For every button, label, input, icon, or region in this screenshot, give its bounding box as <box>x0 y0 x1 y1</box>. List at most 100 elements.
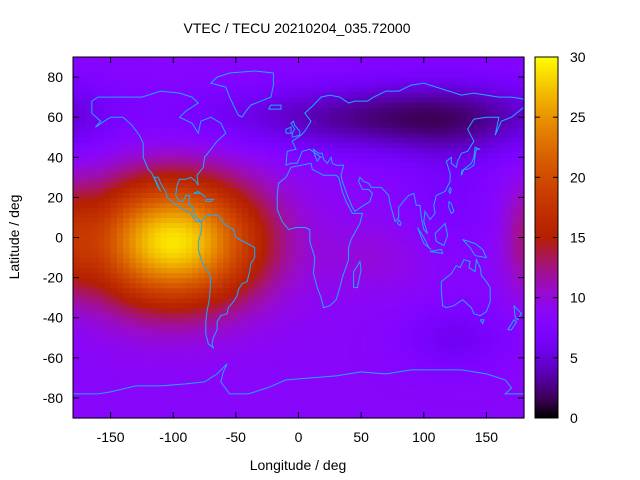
heat-cell <box>423 412 431 419</box>
heat-cell <box>411 397 419 404</box>
heat-cell <box>373 192 381 198</box>
heat-cell <box>229 72 237 78</box>
heat-cell <box>173 117 181 123</box>
heat-cell <box>129 327 137 334</box>
heat-cell <box>166 302 174 309</box>
heat-cell <box>198 157 206 163</box>
heat-cell <box>85 337 93 344</box>
heat-cell <box>505 377 513 384</box>
heat-cell <box>235 107 243 113</box>
heat-cell <box>185 62 193 68</box>
heat-cell <box>73 247 80 254</box>
heat-cell <box>486 187 494 193</box>
heat-cell <box>304 282 312 289</box>
heat-cell <box>467 367 475 374</box>
heat-cell <box>492 192 500 198</box>
heat-cell <box>323 202 331 209</box>
heat-cell <box>342 302 350 309</box>
heat-cell <box>242 117 249 123</box>
heat-cell <box>361 307 368 314</box>
heat-cell <box>98 142 105 148</box>
heat-cell <box>235 392 243 399</box>
heat-cell <box>223 292 231 299</box>
heat-cell <box>367 227 375 234</box>
heat-cell <box>110 167 118 173</box>
heat-cell <box>148 392 156 399</box>
heat-cell <box>486 172 494 178</box>
heat-cell <box>73 172 80 178</box>
heat-cell <box>323 382 331 389</box>
heat-cell <box>411 402 419 409</box>
heat-cell <box>141 157 149 163</box>
heat-cell <box>110 67 118 73</box>
heat-cell <box>492 272 500 279</box>
heat-cell <box>223 367 231 374</box>
heat-cell <box>329 77 337 83</box>
heat-cell <box>198 57 206 63</box>
heat-cell <box>129 387 137 394</box>
heat-cell <box>404 387 412 394</box>
heat-cell <box>455 377 462 384</box>
heat-cell <box>329 162 337 168</box>
heat-cell <box>442 157 450 163</box>
heat-cell <box>104 312 112 319</box>
heat-cell <box>398 307 406 314</box>
heat-cell <box>242 167 249 173</box>
heat-cell <box>192 152 199 158</box>
heat-cell <box>98 307 105 314</box>
heat-cell <box>417 147 425 153</box>
heat-cell <box>430 172 437 178</box>
heat-cell <box>248 77 256 83</box>
heat-cell <box>448 112 456 118</box>
heat-cell <box>455 302 462 309</box>
heat-cell <box>254 267 262 274</box>
heat-cell <box>223 302 231 309</box>
heat-cell <box>492 157 500 163</box>
heat-cell <box>154 312 162 319</box>
heat-cell <box>386 142 394 148</box>
heat-cell <box>254 172 262 178</box>
heat-cell <box>285 407 293 414</box>
heat-cell <box>292 162 300 168</box>
heat-cell <box>91 362 99 369</box>
heat-cell <box>492 212 500 219</box>
heat-cell <box>110 197 118 203</box>
heat-cell <box>442 232 450 239</box>
heat-cell <box>411 167 419 173</box>
heat-cell <box>273 292 281 299</box>
heat-cell <box>436 117 444 123</box>
heat-cell <box>79 72 87 78</box>
heat-cell <box>417 62 425 68</box>
heat-cell <box>91 152 99 158</box>
heat-cell <box>98 302 105 309</box>
heat-cell <box>486 62 494 68</box>
heat-cell <box>304 357 312 364</box>
heat-cell <box>379 367 387 374</box>
heat-cell <box>386 232 394 239</box>
heat-cell <box>298 97 306 103</box>
heat-cell <box>123 367 130 374</box>
heat-cell <box>166 122 174 128</box>
heat-cell <box>267 357 275 364</box>
heat-cell <box>404 322 412 329</box>
heat-cell <box>373 127 381 133</box>
heat-cell <box>430 77 437 83</box>
heat-cell <box>423 297 431 304</box>
heat-cell <box>279 167 287 173</box>
heat-cell <box>436 342 444 349</box>
heat-cell <box>248 117 256 123</box>
heat-cell <box>467 112 475 118</box>
heat-cell <box>198 147 206 153</box>
heat-cell <box>342 412 350 419</box>
heat-cell <box>442 317 450 324</box>
heat-cell <box>123 132 130 138</box>
heat-cell <box>279 67 287 73</box>
heat-cell <box>480 282 488 289</box>
heat-cell <box>254 192 262 198</box>
heat-cell <box>98 352 105 359</box>
heat-cell <box>342 247 350 254</box>
heat-cell <box>273 67 281 73</box>
heat-cell <box>292 177 300 183</box>
heat-cell <box>285 182 293 188</box>
heat-cell <box>73 222 80 229</box>
